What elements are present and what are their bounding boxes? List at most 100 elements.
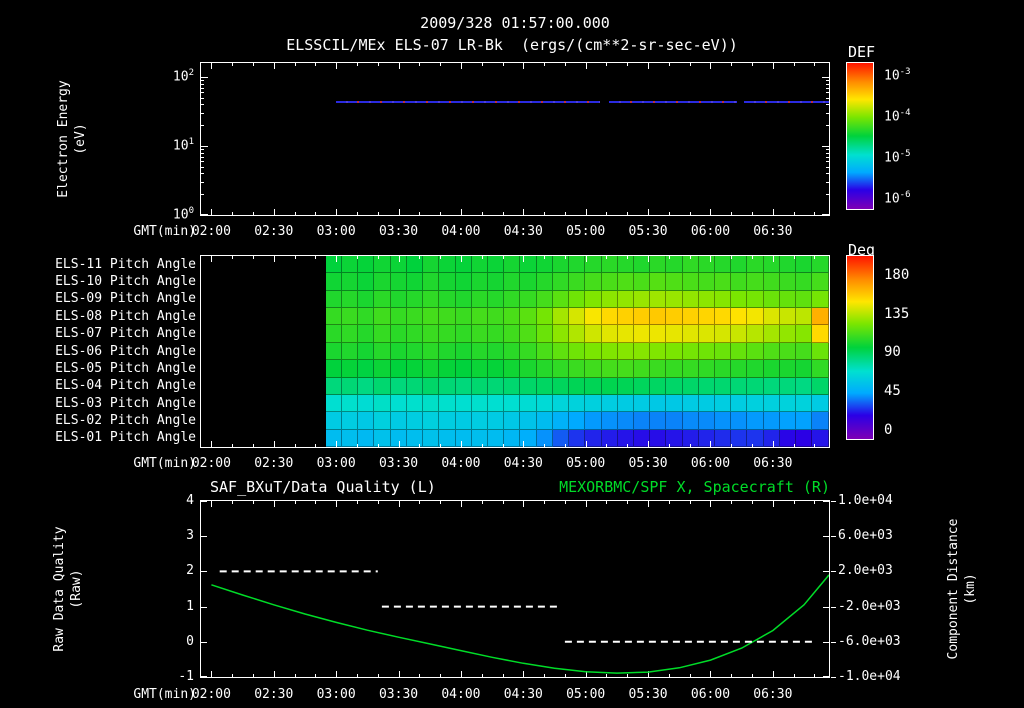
pitch-cell xyxy=(325,377,342,395)
y-tick-mark xyxy=(201,194,204,195)
time-tick-mark xyxy=(523,256,524,262)
time-tick-mark xyxy=(357,63,358,66)
pitch-cell xyxy=(747,394,764,413)
time-tick-mark xyxy=(315,212,316,215)
pitch-cell xyxy=(796,429,813,447)
pitch-cell xyxy=(471,290,488,309)
time-tick-mark xyxy=(315,63,316,66)
pitch-cell xyxy=(763,325,780,343)
pitch-row-label: ELS-05 Pitch Angle xyxy=(55,360,196,376)
time-tick-mark xyxy=(814,63,815,66)
pitch-cell xyxy=(374,273,391,291)
pitch-cell xyxy=(325,412,342,430)
pitch-cell xyxy=(325,342,342,361)
pitch-cell xyxy=(601,412,618,430)
pitch-cell xyxy=(715,360,732,378)
y-tick-mark xyxy=(201,161,204,162)
time-tick-label: 03:30 xyxy=(378,687,419,702)
pitch-cell xyxy=(439,412,456,430)
pitch-cell xyxy=(682,360,699,378)
pitch-cell xyxy=(439,342,456,361)
pitch-cell xyxy=(812,325,829,343)
pitch-cell xyxy=(812,308,829,326)
time-tick-mark xyxy=(731,212,732,215)
pitch-cell xyxy=(763,360,780,378)
pitch-cell xyxy=(812,377,829,395)
pitch-cell xyxy=(650,308,667,326)
pitch-cell xyxy=(569,256,586,274)
pitch-cell xyxy=(747,290,764,309)
pitch-cell xyxy=(617,360,634,378)
pitch-cell xyxy=(731,394,748,413)
time-tick-mark xyxy=(814,256,815,259)
y-tick-mark xyxy=(822,214,829,215)
pitch-cell xyxy=(390,429,407,447)
time-tick-mark xyxy=(752,674,753,677)
time-tick-mark xyxy=(315,501,316,504)
time-tick-mark xyxy=(648,209,649,215)
def-colorbar-title: DEF xyxy=(848,43,876,61)
pitch-cell xyxy=(601,325,618,343)
y-tick-mark xyxy=(201,146,208,147)
pitch-cell xyxy=(601,290,618,309)
y-tick-mark xyxy=(201,77,208,78)
pitch-cell xyxy=(763,429,780,447)
pitch-cell xyxy=(390,256,407,274)
distance-outer-tick xyxy=(831,536,836,538)
pitch-cell xyxy=(812,429,829,447)
time-tick-mark xyxy=(814,444,815,447)
time-tick-mark xyxy=(357,444,358,447)
pitch-cell xyxy=(715,290,732,309)
pitch-cell xyxy=(455,429,472,447)
pitch-cell xyxy=(585,290,602,309)
pitch-row-label: ELS-08 Pitch Angle xyxy=(55,308,196,324)
pitch-cell xyxy=(455,256,472,274)
time-tick-mark xyxy=(606,501,607,504)
time-tick-mark xyxy=(378,501,379,504)
time-tick-mark xyxy=(503,674,504,677)
pitch-cell xyxy=(633,377,651,395)
pitch-cell xyxy=(747,256,764,274)
pitch-cell xyxy=(455,308,472,326)
pitch-cell xyxy=(763,394,780,413)
y-tick-mark xyxy=(201,104,204,105)
time-tick-label: 05:00 xyxy=(566,224,606,239)
pitch-cell xyxy=(763,256,780,274)
pitch-cell xyxy=(633,360,651,378)
time-tick-label: 03:30 xyxy=(378,224,419,239)
time-tick-mark xyxy=(482,444,483,447)
time-tick-mark xyxy=(399,441,400,447)
power-exp: -4 xyxy=(899,108,911,118)
pitch-cell xyxy=(455,377,472,395)
pitch-cell xyxy=(682,394,699,413)
pitch-cell xyxy=(390,360,407,378)
component-distance-axis-label: Component Distance (km) xyxy=(945,519,979,660)
time-tick-mark xyxy=(503,501,504,504)
pitch-cell xyxy=(682,377,699,395)
pitch-cell xyxy=(617,290,634,309)
pitch-cell xyxy=(698,308,716,326)
pitch-cell xyxy=(585,377,602,395)
pitch-cell xyxy=(779,377,797,395)
pitch-cell xyxy=(650,412,667,430)
y-tick-mark xyxy=(201,182,204,183)
time-tick-mark xyxy=(232,212,233,215)
pitch-cell xyxy=(536,377,553,395)
pitch-cell xyxy=(439,273,456,291)
quality-distance-plot xyxy=(211,570,829,674)
pitch-cell xyxy=(779,256,797,274)
time-tick-mark xyxy=(419,63,420,66)
time-tick-mark xyxy=(211,671,212,677)
pitch-cell xyxy=(650,360,667,378)
time-tick-mark xyxy=(295,501,296,504)
y-tick-mark xyxy=(826,157,829,158)
power-base: 10 xyxy=(884,150,900,166)
pitch-row-label: ELS-04 Pitch Angle xyxy=(55,378,196,394)
time-tick-label: 02:00 xyxy=(191,224,231,239)
pitch-cell xyxy=(552,256,570,274)
pitch-cell xyxy=(487,412,505,430)
pitch-cell xyxy=(731,273,748,291)
pitch-cell xyxy=(325,429,342,447)
pitch-cell xyxy=(536,394,553,413)
pitch-cell xyxy=(536,325,553,343)
